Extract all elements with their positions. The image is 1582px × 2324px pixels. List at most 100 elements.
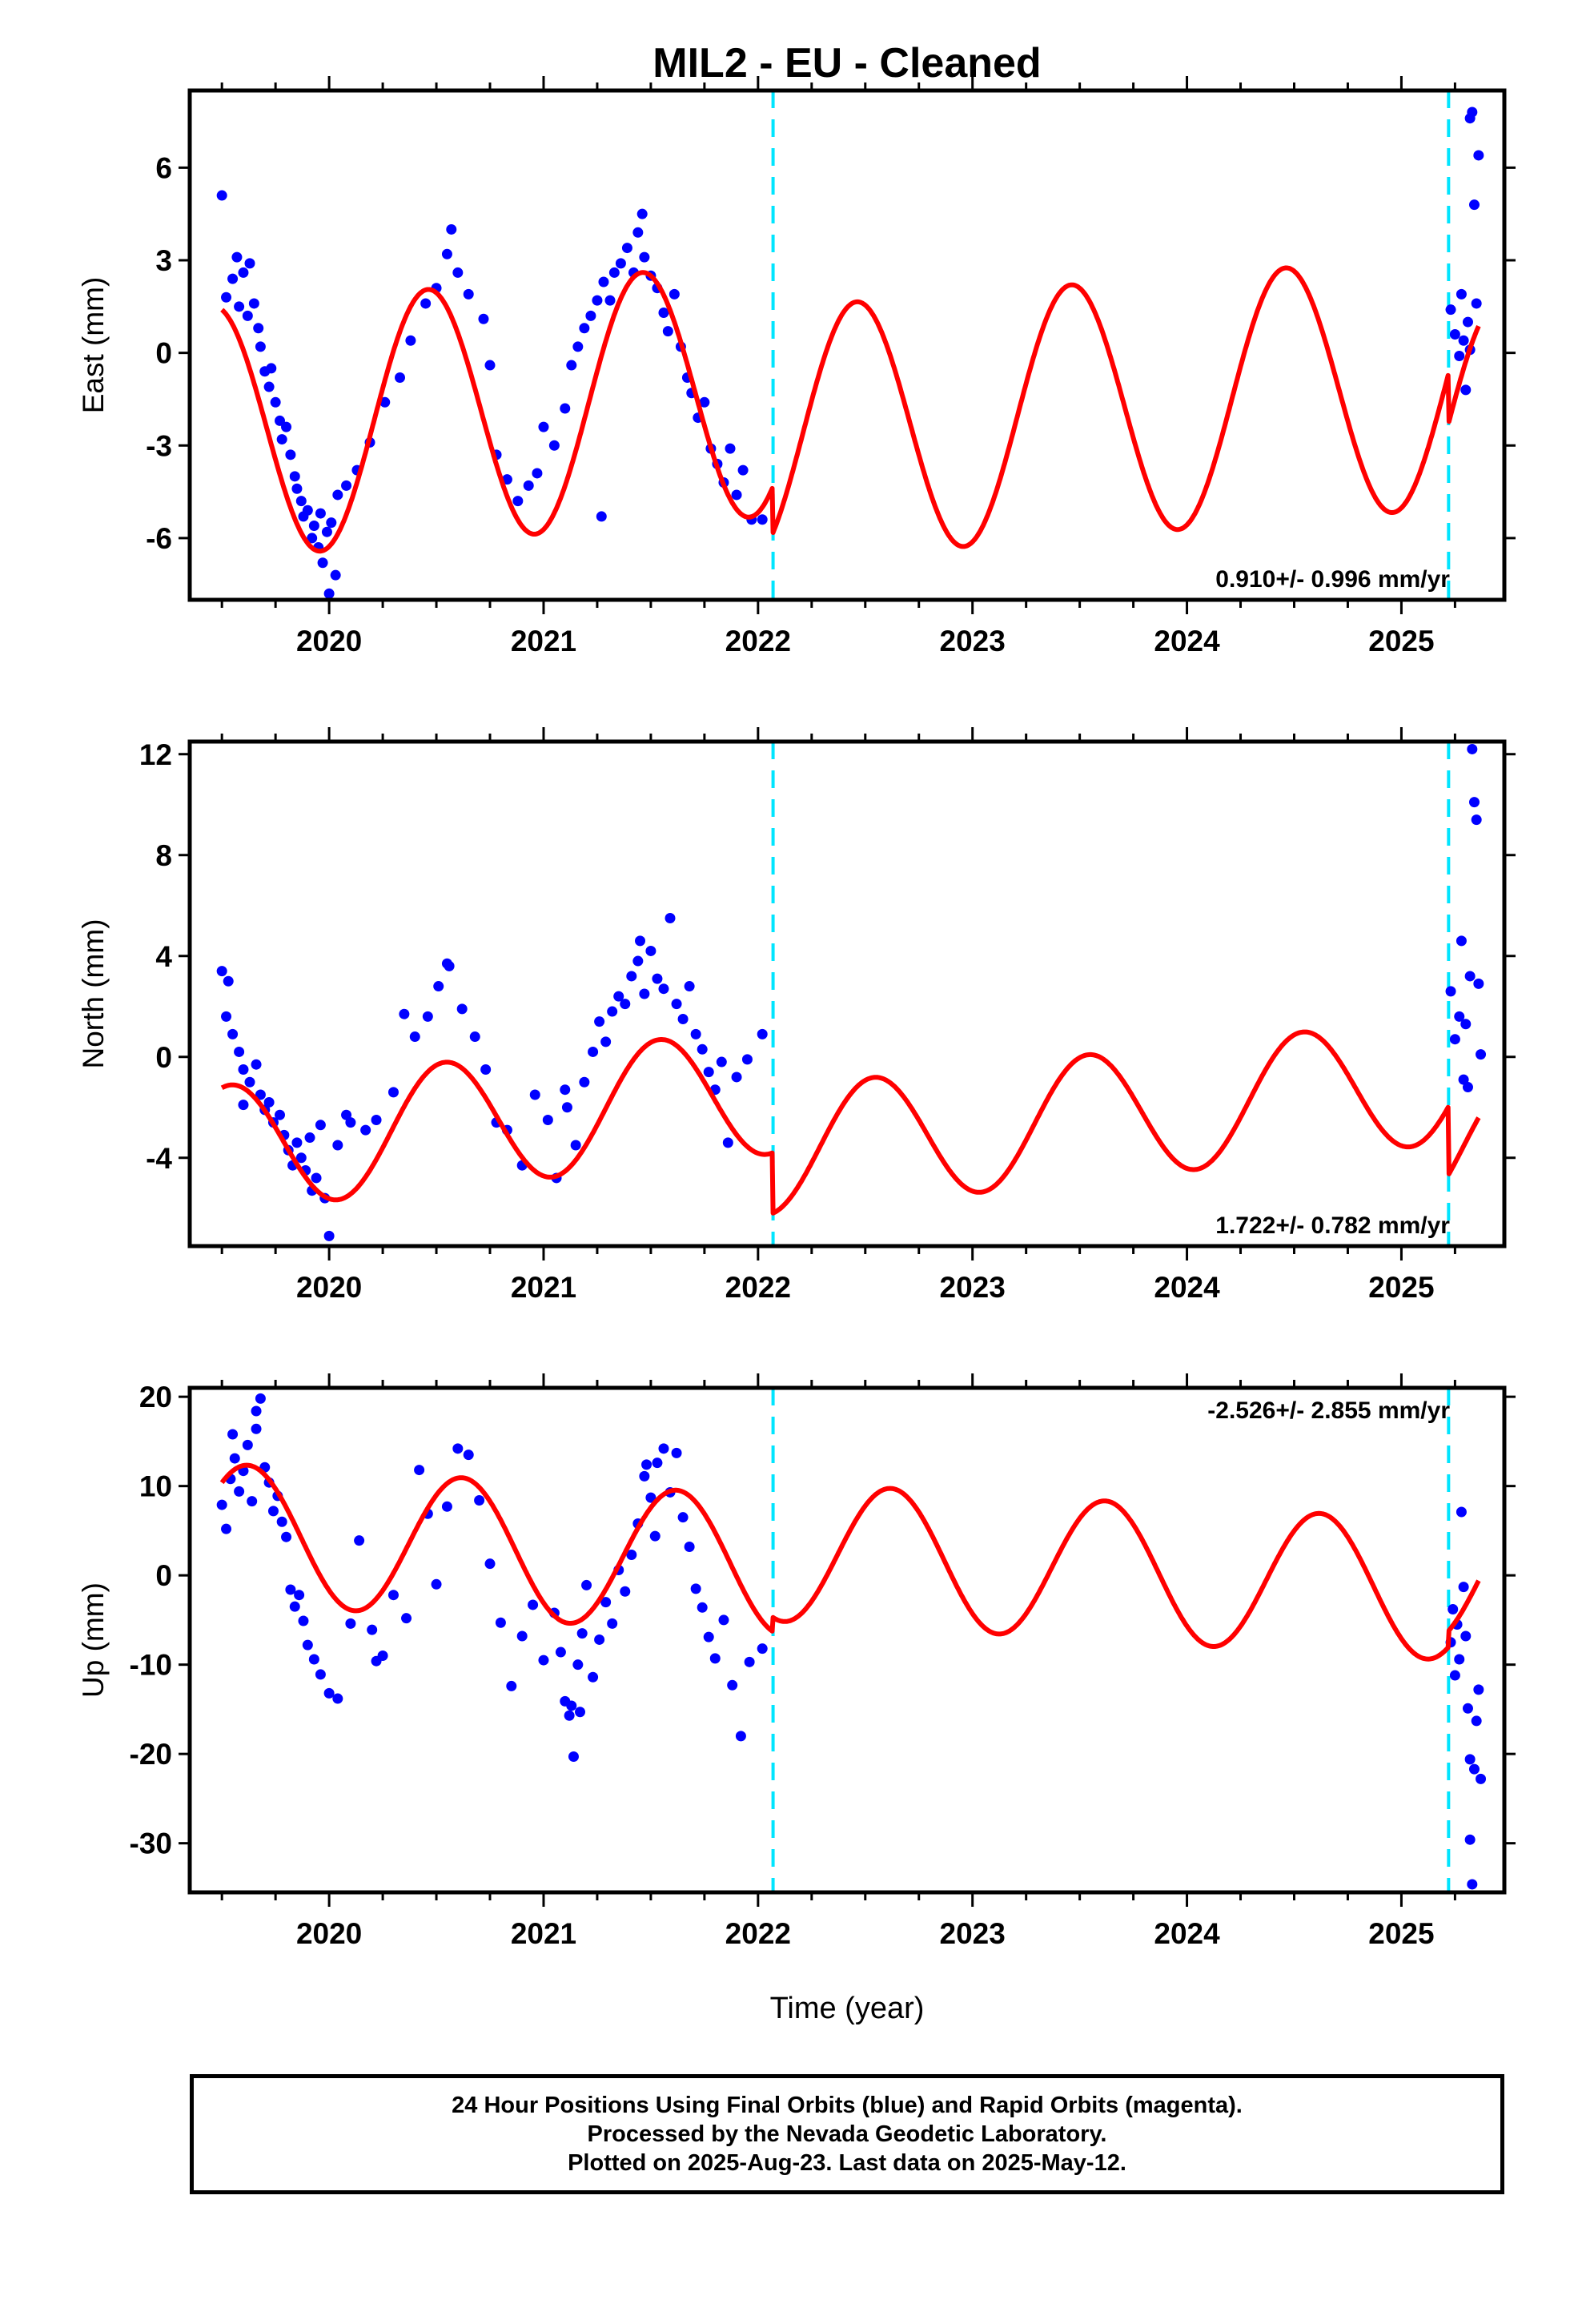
up-data-point — [538, 1655, 549, 1666]
north-data-point — [422, 1011, 433, 1022]
east-data-point — [244, 258, 255, 269]
up-data-point — [371, 1655, 382, 1667]
east-y-tick-label: 0 — [155, 337, 172, 370]
north-data-point — [221, 1011, 232, 1022]
up-data-point — [276, 1516, 287, 1527]
up-data-point — [323, 1687, 335, 1699]
north-data-point — [632, 955, 644, 967]
up-data-point — [566, 1700, 577, 1711]
east-data-point — [621, 243, 632, 254]
east-data-point — [579, 323, 590, 334]
up-data-point — [308, 1654, 319, 1665]
north-data-point — [677, 1014, 689, 1024]
up-x-tick-label: 2020 — [296, 1917, 362, 1950]
up-data-point — [414, 1465, 425, 1476]
east-data-point — [295, 496, 307, 507]
up-data-point — [474, 1494, 485, 1506]
north-data-point — [620, 999, 631, 1010]
east-data-point — [238, 267, 249, 278]
east-x-tick-label: 2021 — [511, 625, 576, 657]
east-data-point — [255, 341, 266, 352]
up-frame — [187, 1385, 1507, 1895]
east-data-point — [478, 313, 489, 324]
up-data-point — [315, 1669, 326, 1680]
north-data-point — [639, 988, 650, 999]
north-data-point — [570, 1140, 581, 1151]
east-data-point — [452, 267, 464, 278]
east-data-point — [596, 511, 607, 522]
east-data-point — [302, 505, 313, 516]
up-data-point — [568, 1751, 579, 1763]
east-data-point — [281, 421, 292, 432]
up-data-point — [594, 1634, 605, 1645]
east-data-point — [731, 489, 742, 501]
east-data-point — [532, 468, 543, 479]
up-data-point — [528, 1599, 539, 1610]
up-data-point — [576, 1628, 588, 1639]
north-data-point — [645, 945, 656, 956]
east-data-point — [253, 323, 264, 334]
north-data-point — [542, 1115, 553, 1125]
east-data-point — [317, 557, 328, 569]
north-data-point — [238, 1064, 249, 1075]
east-data-point — [275, 415, 286, 426]
up-x-tick-label: 2022 — [725, 1917, 791, 1950]
east-data-point — [276, 434, 287, 445]
up-data-point — [285, 1584, 296, 1595]
up-data-point — [452, 1443, 464, 1454]
north-data-point — [433, 981, 444, 992]
caption-box: 24 Hour Positions Using Final Orbits (bl… — [190, 2074, 1504, 2194]
up-data-point — [431, 1578, 442, 1590]
east-data-point — [291, 483, 303, 494]
up-data-point — [641, 1459, 652, 1470]
north-x-tick-label: 2020 — [296, 1271, 362, 1304]
east-data-point — [307, 533, 318, 544]
up-data-point — [1467, 1879, 1478, 1890]
east-data-point — [379, 396, 391, 408]
north-data-point — [304, 1132, 315, 1144]
north-data-point — [1476, 1049, 1487, 1060]
north-data-point — [600, 1036, 612, 1047]
up-data-point — [555, 1647, 566, 1658]
east-data-point — [512, 496, 524, 507]
east-data-point — [231, 251, 243, 263]
up-data-point — [229, 1453, 240, 1464]
north-data-point — [560, 1084, 571, 1096]
north-data-point — [757, 1028, 768, 1039]
up-data-point — [289, 1601, 300, 1612]
up-data-point — [626, 1550, 637, 1561]
up-y-tick-label: -20 — [130, 1738, 172, 1771]
up-y-tick-label: 0 — [155, 1559, 172, 1592]
up-data-point — [671, 1447, 682, 1458]
north-data-point — [1454, 1011, 1465, 1022]
north-data-point — [697, 1043, 708, 1055]
up-data-point — [251, 1423, 262, 1434]
up-data-point — [697, 1602, 708, 1613]
north-data-point — [244, 1076, 255, 1088]
up-x-tick-label: 2025 — [1368, 1917, 1434, 1950]
north-data-point — [251, 1059, 262, 1070]
east-data-point — [608, 267, 620, 278]
up-data-point — [441, 1501, 452, 1512]
east-data-point — [263, 381, 275, 392]
up-data-point — [652, 1458, 663, 1469]
north-rate-label: 1.722+/- 0.782 mm/yr — [1215, 1212, 1450, 1239]
north-data-point — [1464, 971, 1476, 982]
east-data-point — [1467, 107, 1478, 118]
north-data-point — [731, 1072, 742, 1083]
up-data-point — [234, 1486, 245, 1497]
up-panel: 20 10 0 -10 -20 -30 2020 2021 2022 2023 2024 2025 Up… — [77, 1373, 1516, 1950]
north-data-point — [579, 1076, 590, 1088]
north-data-point — [295, 1152, 307, 1164]
east-data-point — [1454, 350, 1465, 361]
north-data-point — [399, 1008, 410, 1019]
chart-title: MIL2 - EU - Cleaned — [652, 40, 1041, 86]
north-data-point — [588, 1046, 599, 1057]
east-data-point — [598, 276, 609, 287]
north-data-point — [456, 1003, 468, 1015]
north-data-point — [658, 983, 669, 995]
up-data-point — [506, 1680, 517, 1691]
east-data-point — [585, 310, 596, 321]
east-data-point — [560, 403, 571, 414]
up-y-tick-label: -10 — [130, 1649, 172, 1682]
